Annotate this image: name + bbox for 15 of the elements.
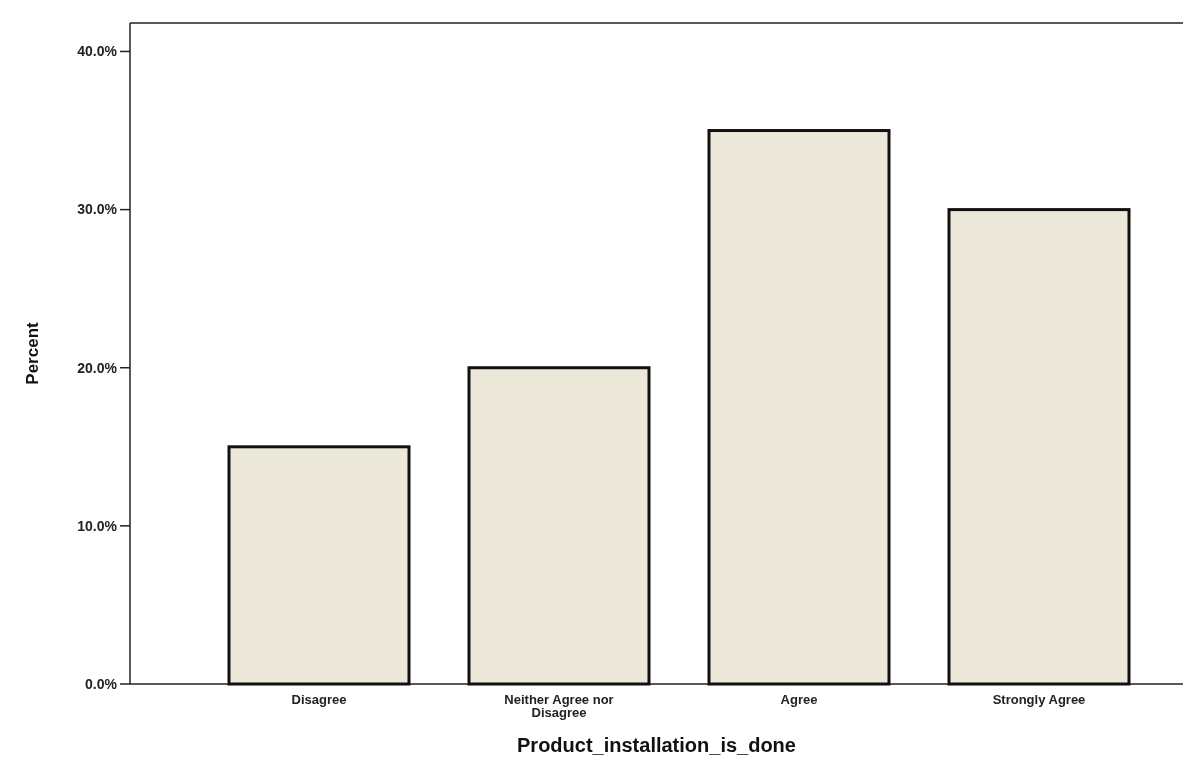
bar: [227, 445, 411, 686]
bar: [467, 366, 651, 686]
y-tick-label: 20.0%: [77, 359, 118, 376]
y-tick-label: 10.0%: [77, 517, 118, 534]
x-tick-label: Disagree: [291, 692, 347, 707]
y-tick-label: 40.0%: [77, 43, 118, 60]
bar: [707, 129, 891, 686]
x-tick-label: Agree: [780, 692, 818, 707]
bar: [947, 208, 1131, 686]
y-axis-title: Percent: [23, 321, 42, 385]
x-axis-title: Product_installation_is_done: [517, 734, 796, 756]
y-tick-label: 30.0%: [77, 201, 118, 218]
x-tick-label: Strongly Agree: [992, 692, 1086, 707]
x-tick-label: Neither Agree nor Disagree: [504, 692, 614, 720]
y-tick-label: 0.0%: [85, 675, 118, 692]
